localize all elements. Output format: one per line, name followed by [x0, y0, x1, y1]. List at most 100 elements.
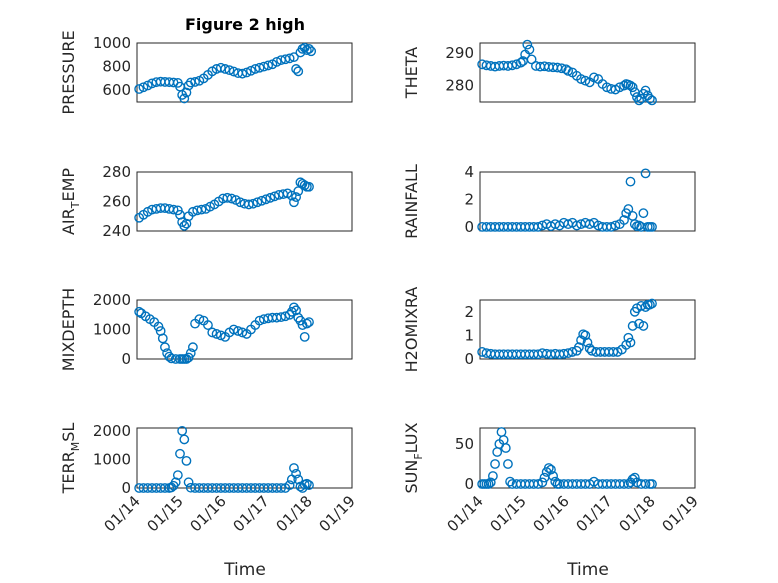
data-point — [500, 443, 511, 453]
data-point — [625, 337, 636, 348]
data-point — [580, 75, 591, 86]
y-tick-label: 280 — [445, 77, 474, 95]
data-point — [576, 74, 586, 84]
y-axis-label-tail: LUX — [402, 422, 421, 453]
data-point — [524, 44, 535, 55]
x-tick-label: 01/15 — [144, 492, 187, 535]
data-point — [196, 204, 207, 215]
data-point — [640, 168, 651, 179]
data-point — [299, 331, 310, 342]
y-tick-label: 800 — [102, 58, 131, 76]
data-point — [134, 306, 145, 317]
data-point — [170, 477, 181, 488]
x-tick-label: 01/19 — [316, 492, 359, 535]
data-point — [623, 332, 634, 343]
data-point — [634, 95, 644, 106]
data-point — [263, 60, 274, 71]
y-tick-label: 240 — [102, 222, 131, 240]
data-point — [589, 72, 599, 83]
data-point — [304, 44, 314, 54]
y-axis-label-main: H2OMIXRA — [402, 287, 421, 373]
data-point — [582, 337, 593, 348]
y-axis-label: MIXDEPTH — [59, 288, 78, 371]
data-point — [629, 219, 640, 230]
y-axis-label-subscript: M — [69, 442, 82, 452]
data-point — [301, 318, 312, 329]
data-point — [627, 82, 638, 93]
data-point — [235, 197, 246, 208]
data-point — [261, 194, 271, 205]
axes-frame — [479, 171, 696, 232]
y-tick-label: 1000 — [93, 450, 131, 468]
data-point — [286, 190, 297, 201]
data-point — [574, 342, 584, 353]
data-point — [580, 330, 591, 341]
x-tick-label: 01/17 — [230, 492, 273, 535]
data-point — [211, 329, 222, 339]
data-point — [293, 186, 304, 197]
y-axis-label: SUNFLUX — [402, 422, 425, 493]
data-point — [567, 347, 578, 357]
data-point — [226, 193, 237, 204]
y-axis-label-subscript: T — [69, 201, 82, 209]
data-point — [179, 93, 190, 104]
data-point — [304, 480, 314, 491]
data-point — [250, 64, 261, 74]
data-point — [271, 56, 282, 67]
data-point — [580, 479, 591, 489]
data-point — [556, 63, 567, 74]
x-tick-label: 01/19 — [659, 492, 702, 535]
x-tick-label: 01/15 — [487, 492, 530, 535]
data-point — [187, 342, 198, 353]
y-tick-label: 290 — [445, 44, 474, 62]
data-point — [619, 479, 629, 489]
axes-frame — [479, 427, 696, 489]
data-point — [505, 476, 515, 487]
data-point — [289, 302, 299, 313]
data-point — [304, 317, 314, 328]
y-tick-label: 0 — [121, 479, 131, 497]
data-point — [619, 215, 629, 225]
data-point — [289, 52, 299, 63]
data-point — [571, 220, 582, 231]
data-point — [647, 298, 657, 309]
data-point — [563, 65, 574, 76]
data-point — [269, 191, 280, 202]
data-point — [647, 479, 657, 489]
x-tick-label: 01/14 — [101, 492, 144, 535]
y-axis-label-tail: EMP — [59, 168, 78, 202]
data-point — [289, 463, 299, 473]
data-point — [606, 221, 617, 232]
y-axis-label-main: THETA — [402, 47, 421, 99]
data-point — [157, 333, 168, 344]
y-tick-label: 0 — [464, 218, 474, 236]
subplot-5: 0 1000 2000 MIXDEPTH — [59, 288, 353, 371]
data-point — [160, 483, 170, 493]
data-point — [515, 57, 526, 68]
data-point — [138, 82, 149, 93]
y-axis-label-main: TERR — [59, 451, 78, 494]
data-point — [181, 455, 192, 466]
data-point — [507, 60, 518, 71]
data-point — [168, 204, 179, 215]
y-tick-label: 0 — [121, 350, 131, 368]
data-point — [526, 54, 537, 65]
y-axis-label: TERRMSL — [59, 423, 82, 495]
data-point — [284, 53, 295, 64]
y-axis-label-main: PRESSURE — [59, 30, 78, 114]
data-point — [533, 221, 543, 232]
axes-frame — [136, 427, 353, 489]
y-tick-label: 1000 — [93, 321, 131, 339]
y-axis-label-main: MIXDEPTH — [59, 288, 78, 371]
data-point — [293, 312, 304, 323]
data-point — [241, 67, 252, 78]
data-point — [647, 95, 657, 106]
subplot-1: 600 800 1000 PRESSURE — [59, 30, 353, 115]
axes-frame — [136, 299, 353, 360]
data-point — [301, 478, 312, 489]
x-tick-label: 01/14 — [444, 492, 487, 535]
data-point — [220, 64, 231, 74]
data-point — [293, 66, 304, 77]
data-point — [608, 347, 619, 357]
data-point — [222, 192, 233, 203]
